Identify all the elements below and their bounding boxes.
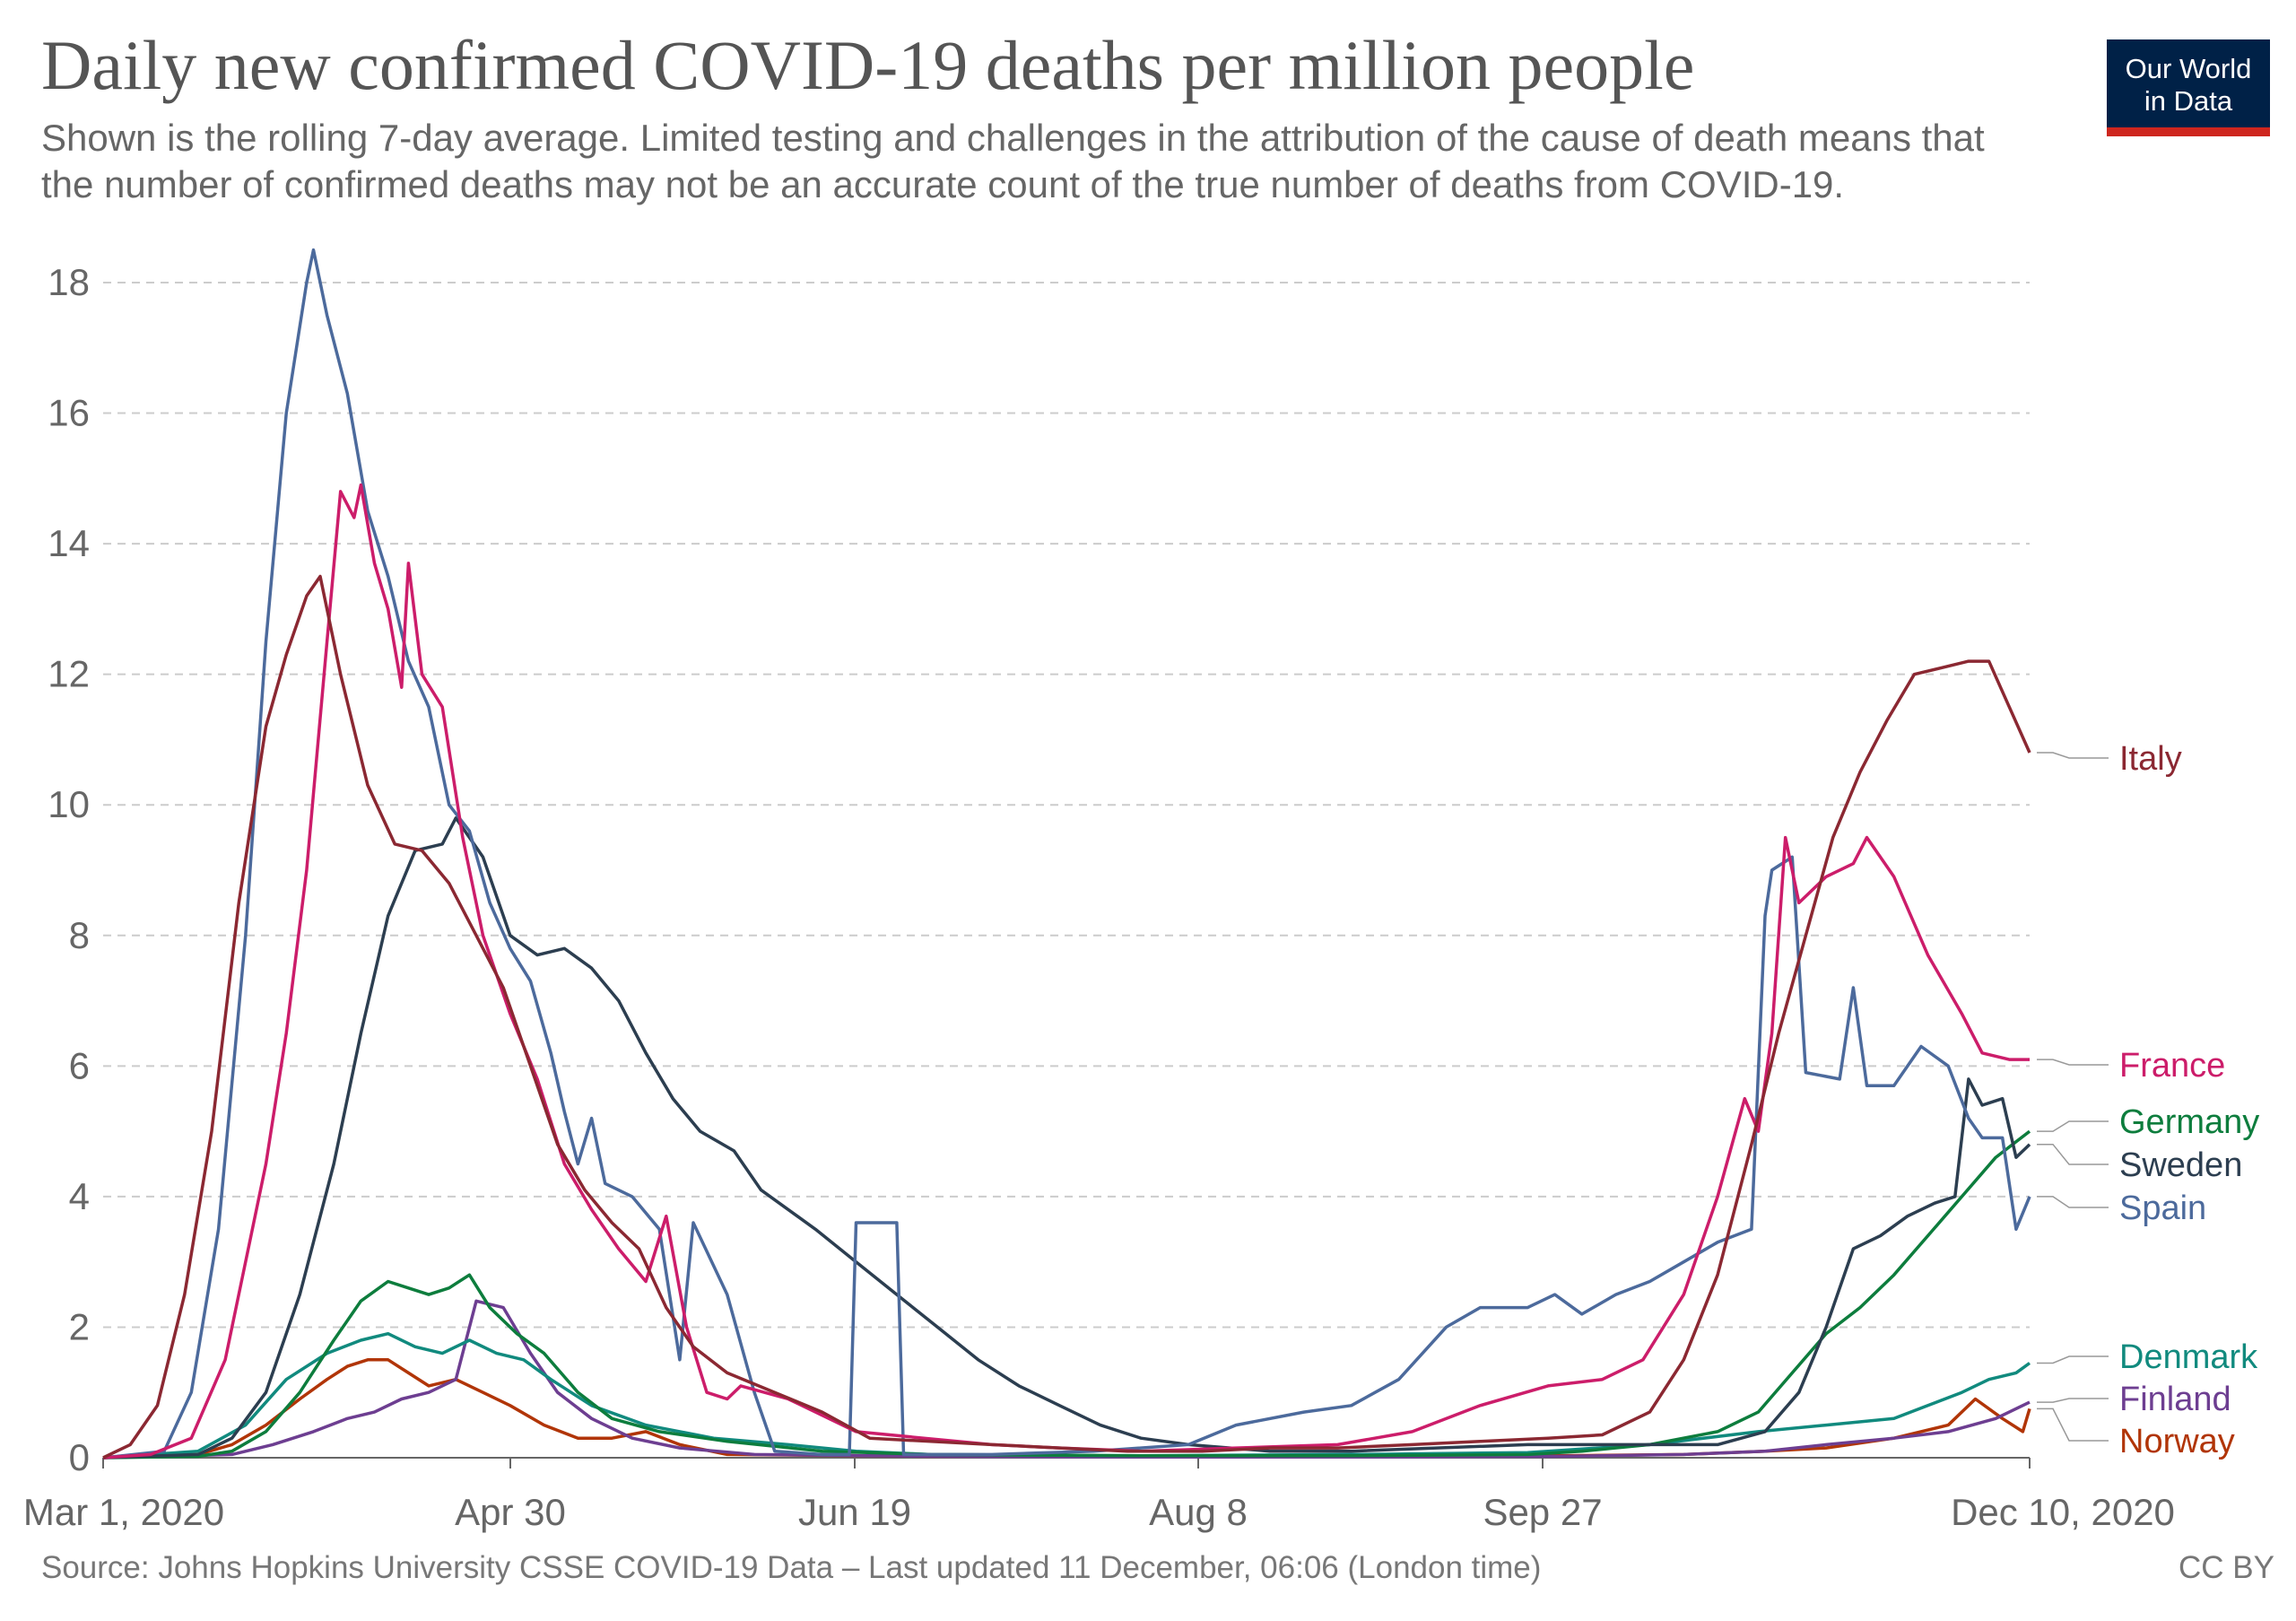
series-line-italy[interactable] xyxy=(102,574,2031,1460)
x-tick-label: Aug 8 xyxy=(1149,1491,1248,1533)
series-line-germany[interactable] xyxy=(102,1129,2031,1460)
y-tick-label: 8 xyxy=(69,914,90,956)
series-line-france[interactable] xyxy=(102,483,2030,1460)
source-note[interactable]: Source: Johns Hopkins University CSSE CO… xyxy=(41,1550,1542,1585)
y-tick-label: 12 xyxy=(48,653,90,695)
y-tick-label: 2 xyxy=(69,1305,90,1347)
x-axis: Mar 1, 2020 Apr 30 Jun 19 Aug 8 Sep 27 Dec 10… xyxy=(23,1457,2175,1533)
y-tick-label: 18 xyxy=(48,261,90,303)
chart-title: Daily new confirmed COVID-19 deaths per … xyxy=(41,26,1695,104)
y-axis-ticks: 0 2 4 6 8 10 12 14 16 18 xyxy=(48,261,90,1478)
x-tick-label: Dec 10, 2020 xyxy=(1951,1491,2175,1533)
series-label-italy[interactable]: Italy xyxy=(2119,740,2182,778)
series-end-labels: Italy France Germany Sweden Spain Denmark Finl… xyxy=(2037,740,2259,1460)
series-lines xyxy=(102,248,2031,1460)
series-label-finland[interactable]: Finland xyxy=(2119,1381,2231,1418)
series-label-norway[interactable]: Norway xyxy=(2119,1423,2235,1460)
series-label-france[interactable]: France xyxy=(2119,1047,2225,1085)
series-line-spain[interactable] xyxy=(102,248,2031,1460)
chart-subtitle: Shown is the rolling 7-day average. Limi… xyxy=(41,117,1985,205)
owid-logo[interactable]: Our World in Data xyxy=(2107,39,2270,136)
series-label-connector xyxy=(2037,1120,2109,1132)
y-tick-label: 6 xyxy=(69,1044,90,1086)
logo-line-1: Our World xyxy=(2125,53,2252,84)
series-line-finland[interactable] xyxy=(102,1299,2031,1460)
logo-accent-bar xyxy=(2107,127,2270,136)
y-tick-label: 10 xyxy=(48,783,90,825)
gridlines xyxy=(103,282,2030,1329)
series-label-connector xyxy=(2037,752,2109,759)
y-tick-label: 0 xyxy=(69,1436,90,1478)
x-tick-label: Jun 19 xyxy=(798,1491,911,1533)
logo-line-2: in Data xyxy=(2144,85,2233,117)
series-label-denmark[interactable]: Denmark xyxy=(2119,1338,2258,1376)
y-tick-label: 14 xyxy=(48,522,90,564)
y-tick-label: 4 xyxy=(69,1175,90,1217)
series-label-sweden[interactable]: Sweden xyxy=(2119,1146,2242,1184)
series-label-connector xyxy=(2037,1059,2109,1066)
series-label-connector xyxy=(2037,1355,2109,1364)
license-link[interactable]: CC BY xyxy=(2179,1550,2274,1585)
x-tick-label: Mar 1, 2020 xyxy=(23,1491,224,1533)
series-label-connector xyxy=(2037,1407,2109,1442)
series-label-germany[interactable]: Germany xyxy=(2119,1103,2259,1141)
series-label-connector xyxy=(2037,1196,2109,1208)
x-tick-label: Apr 30 xyxy=(455,1491,566,1533)
series-label-connector xyxy=(2037,1143,2109,1165)
y-tick-label: 16 xyxy=(48,392,90,434)
series-label-spain[interactable]: Spain xyxy=(2119,1190,2206,1227)
series-line-sweden[interactable] xyxy=(102,816,2031,1460)
series-label-connector xyxy=(2037,1398,2109,1403)
x-tick-label: Sep 27 xyxy=(1483,1491,1602,1533)
